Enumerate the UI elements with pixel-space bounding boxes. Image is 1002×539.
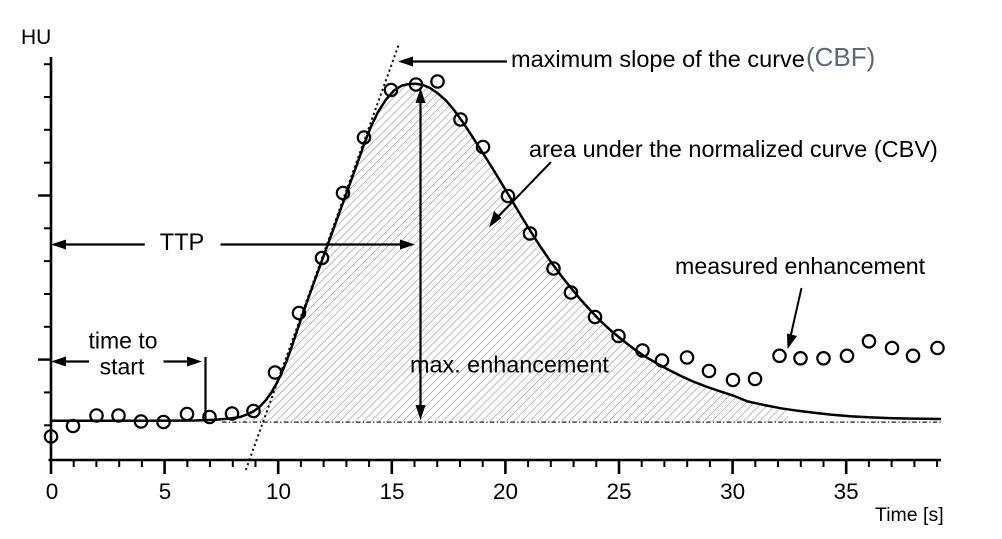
- svg-text:25: 25: [606, 479, 631, 504]
- svg-text:20: 20: [493, 479, 518, 504]
- svg-text:0: 0: [46, 479, 59, 504]
- svg-text:measured enhancement: measured enhancement: [675, 253, 926, 279]
- svg-text:area under the normalized curv: area under the normalized curve (CBV): [529, 136, 938, 162]
- svg-text:time to: time to: [88, 328, 157, 354]
- svg-text:HU: HU: [21, 26, 51, 49]
- svg-text:5: 5: [159, 479, 172, 504]
- svg-text:(CBF): (CBF): [806, 42, 875, 72]
- svg-text:30: 30: [720, 479, 745, 504]
- svg-text:max. enhancement: max. enhancement: [410, 352, 609, 378]
- svg-text:start: start: [100, 354, 145, 380]
- svg-text:35: 35: [834, 479, 859, 504]
- svg-text:maximum slope of the curve: maximum slope of the curve: [511, 46, 805, 72]
- svg-text:TTP: TTP: [160, 230, 205, 256]
- svg-text:Time [s]: Time [s]: [875, 504, 944, 526]
- svg-text:10: 10: [266, 479, 291, 504]
- svg-text:15: 15: [379, 479, 404, 504]
